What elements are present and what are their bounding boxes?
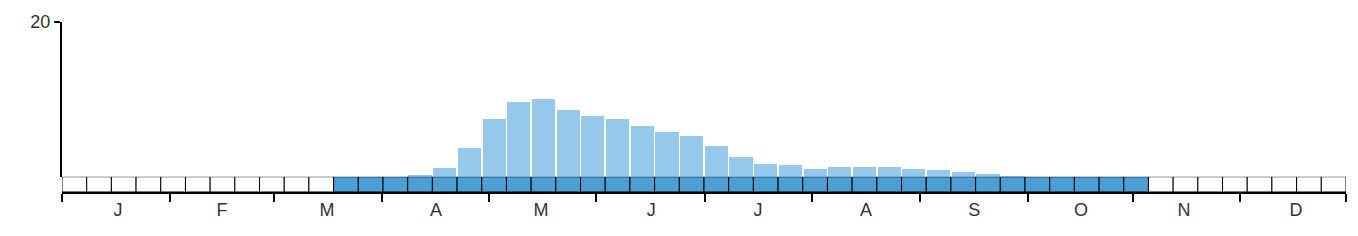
svg-text:N: N xyxy=(1178,200,1191,220)
svg-text:M: M xyxy=(319,200,334,220)
svg-text:20: 20 xyxy=(30,12,50,32)
svg-text:F: F xyxy=(217,200,228,220)
svg-text:M: M xyxy=(534,200,549,220)
svg-text:J: J xyxy=(114,200,123,220)
svg-text:J: J xyxy=(647,200,656,220)
svg-text:A: A xyxy=(430,200,442,220)
svg-text:J: J xyxy=(754,200,763,220)
svg-text:A: A xyxy=(860,200,872,220)
svg-text:S: S xyxy=(968,200,980,220)
svg-text:O: O xyxy=(1074,200,1088,220)
svg-text:D: D xyxy=(1290,200,1303,220)
